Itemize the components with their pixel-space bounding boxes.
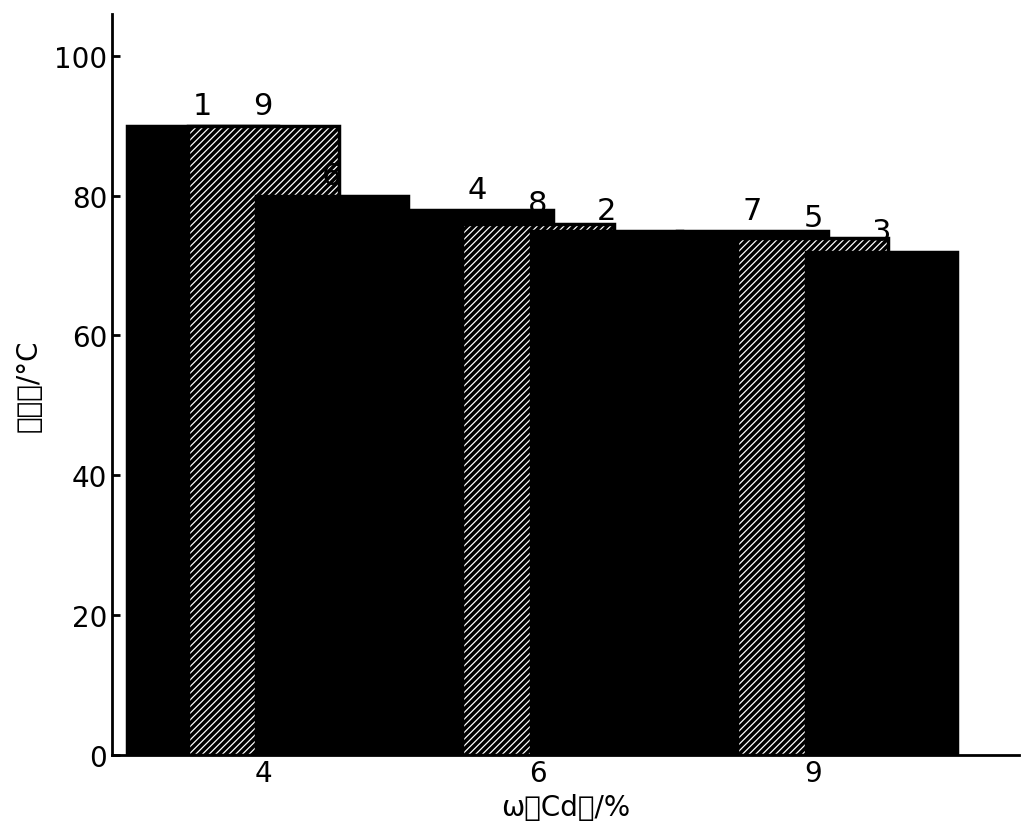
Bar: [531, 232, 682, 755]
Bar: [807, 252, 957, 755]
Text: 6: 6: [323, 162, 341, 191]
Text: 3: 3: [872, 217, 891, 247]
Text: 5: 5: [803, 204, 823, 232]
Text: 4: 4: [468, 176, 487, 205]
Bar: [256, 196, 407, 755]
X-axis label: ω（Cd）/%: ω（Cd）/%: [501, 793, 630, 821]
Bar: [127, 126, 278, 755]
Text: 7: 7: [742, 196, 762, 226]
Bar: [188, 126, 339, 755]
Text: 8: 8: [528, 190, 548, 219]
Text: 2: 2: [597, 196, 616, 226]
Text: 9: 9: [253, 92, 273, 121]
Bar: [737, 238, 888, 755]
Bar: [462, 224, 613, 755]
Text: 1: 1: [193, 92, 212, 121]
Y-axis label: 液相线/°C: 液相线/°C: [16, 339, 43, 431]
Bar: [402, 211, 553, 755]
Bar: [677, 232, 828, 755]
